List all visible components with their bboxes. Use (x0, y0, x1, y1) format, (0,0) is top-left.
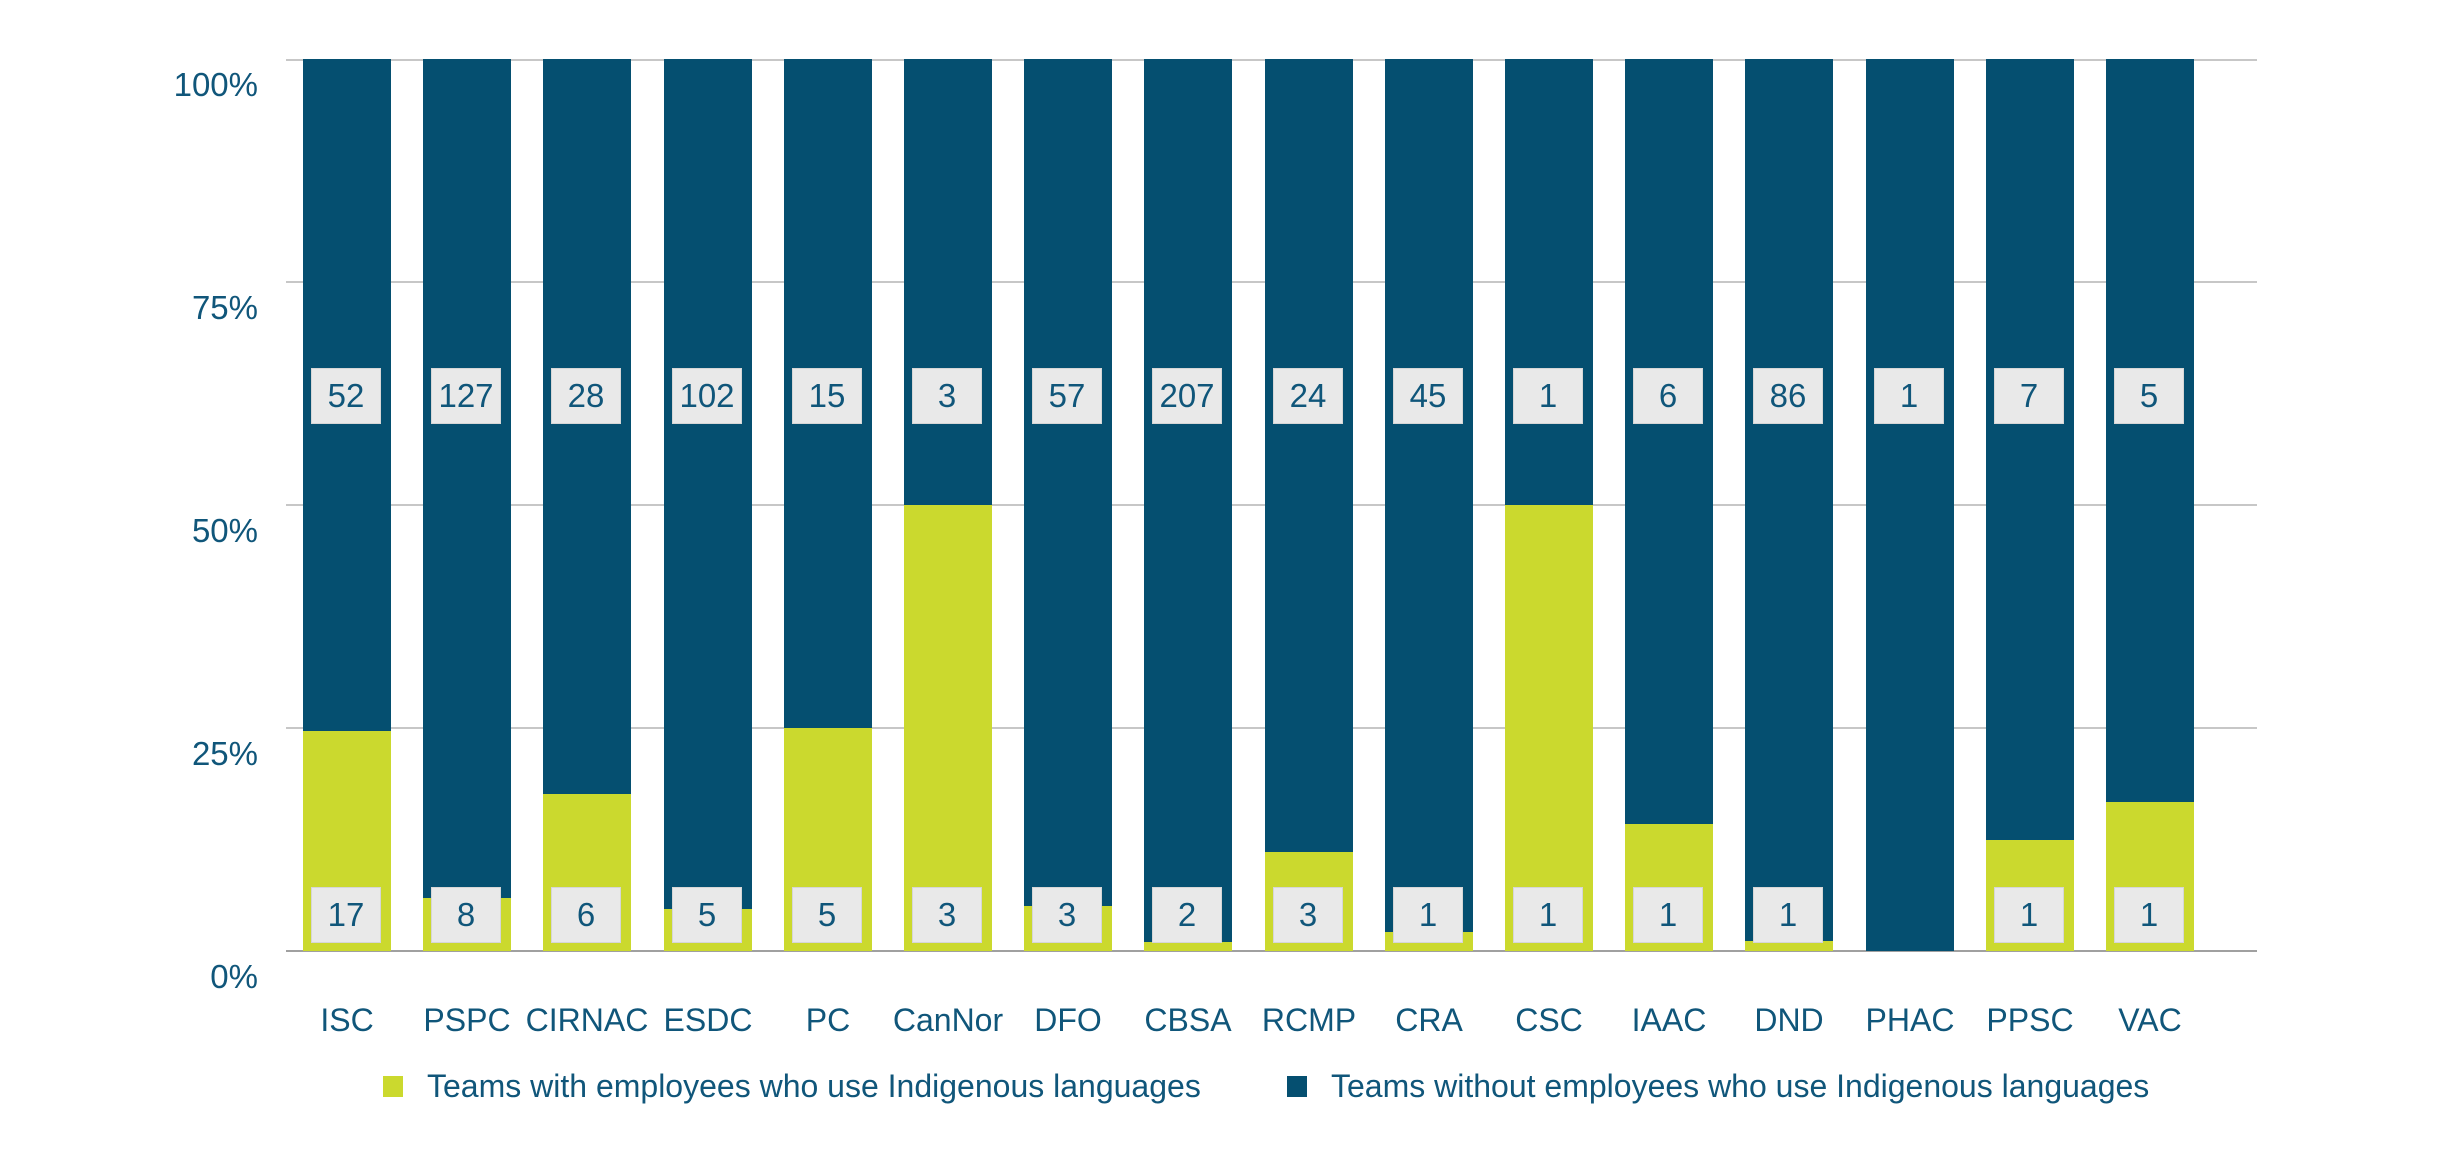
plot-area: 52 17 127 8 28 6 102 5 15 5 3 3 57 3 207 2 24 3 45 1 1 1 6 1 86 1… (286, 59, 2257, 952)
count-label-with-CanNor: 3 (912, 887, 982, 943)
x-axis-label-CBSA: CBSA (1144, 1002, 1232, 1038)
segment-without-ESDC (664, 59, 752, 910)
segment-with-CBSA (1144, 942, 1232, 951)
count-label-without-PPSC: 7 (1994, 368, 2064, 424)
bar-CRA: 45 1 (1385, 59, 1473, 951)
x-axis-label-PC: PC (805, 1002, 851, 1038)
segment-without-CRA (1385, 59, 1473, 932)
legend-swatch-with-icon (383, 1076, 403, 1097)
bar-CIRNAC: 28 6 (543, 59, 631, 951)
x-axis-label-PSPC: PSPC (423, 1002, 511, 1038)
legend-label-without: Teams without employees who use Indigeno… (1331, 1068, 2150, 1104)
count-label-with-ESDC: 5 (672, 887, 742, 943)
count-label-without-PC: 15 (792, 368, 862, 424)
y-axis-tick-100%: 100% (173, 66, 258, 103)
x-axis-label-PPSC: PPSC (1986, 1002, 2074, 1038)
count-label-without-DND: 86 (1753, 368, 1823, 424)
bar-RCMP: 24 3 (1265, 59, 1353, 951)
segment-without-PSPC (423, 59, 511, 899)
count-label-with-PC: 5 (792, 887, 862, 943)
count-label-with-RCMP: 3 (1273, 887, 1343, 943)
bar-DFO: 57 3 (1024, 59, 1112, 951)
x-axis-label-CRA: CRA (1395, 1002, 1463, 1038)
x-axis-label-CSC: CSC (1515, 1002, 1583, 1038)
bar-DND: 86 1 (1745, 59, 1833, 951)
x-axis-label-DFO: DFO (1034, 1002, 1102, 1038)
segment-without-IAAC (1625, 59, 1713, 824)
segment-without-RCMP (1265, 59, 1353, 852)
x-axis-label-CanNor: CanNor (892, 1002, 1004, 1038)
y-axis-tick-0%: 0% (210, 958, 258, 995)
segment-without-CBSA (1144, 59, 1232, 943)
bar-ISC: 52 17 (303, 59, 391, 951)
count-label-without-PHAC: 1 (1874, 368, 1944, 424)
segment-without-DND (1745, 59, 1833, 941)
count-label-without-VAC: 5 (2114, 368, 2184, 424)
count-label-with-CSC: 1 (1513, 887, 1583, 943)
bar-CBSA: 207 2 (1144, 59, 1232, 951)
x-axis-label-CIRNAC: CIRNAC (525, 1002, 649, 1038)
count-label-with-PSPC: 8 (431, 887, 501, 943)
count-label-with-CIRNAC: 6 (551, 887, 621, 943)
count-label-with-ISC: 17 (311, 887, 381, 943)
legend-item-without: Teams without employees who use Indigeno… (1287, 1068, 2149, 1105)
count-label-with-DFO: 3 (1032, 887, 1102, 943)
count-label-without-ISC: 52 (311, 368, 381, 424)
legend-item-with: Teams with employees who use Indigenous … (383, 1068, 1201, 1105)
x-axis-label-ESDC: ESDC (663, 1002, 753, 1038)
count-label-without-PSPC: 127 (431, 368, 501, 424)
segment-without-CanNor (904, 59, 992, 505)
x-axis-label-ISC: ISC (320, 1002, 374, 1038)
bar-PC: 15 5 (784, 59, 872, 951)
bar-PHAC: 1 (1866, 59, 1954, 951)
count-label-without-DFO: 57 (1032, 368, 1102, 424)
count-label-with-IAAC: 1 (1633, 887, 1703, 943)
count-label-with-VAC: 1 (2114, 887, 2184, 943)
segment-without-PPSC (1986, 59, 2074, 840)
count-label-without-CIRNAC: 28 (551, 368, 621, 424)
count-label-without-CBSA: 207 (1152, 368, 1222, 424)
count-label-with-CBSA: 2 (1152, 887, 1222, 943)
bar-ESDC: 102 5 (664, 59, 752, 951)
segment-without-CIRNAC (543, 59, 631, 794)
segment-with-DND (1745, 940, 1833, 951)
count-label-without-RCMP: 24 (1273, 368, 1343, 424)
y-axis-tick-50%: 50% (191, 512, 258, 549)
y-axis-tick-75%: 75% (191, 289, 258, 326)
count-label-without-CSC: 1 (1513, 368, 1583, 424)
count-label-without-CanNor: 3 (912, 368, 982, 424)
count-label-without-IAAC: 6 (1633, 368, 1703, 424)
x-axis-label-IAAC: IAAC (1631, 1002, 1707, 1038)
segment-with-CSC (1505, 505, 1593, 951)
legend-swatch-without-icon (1287, 1076, 1307, 1097)
x-axis-label-DND: DND (1754, 1002, 1824, 1038)
y-axis-tick-25%: 25% (191, 735, 258, 772)
count-label-with-CRA: 1 (1393, 887, 1463, 943)
segment-with-CanNor (904, 505, 992, 951)
segment-without-VAC (2106, 59, 2194, 803)
legend-label-with: Teams with employees who use Indigenous … (427, 1068, 1201, 1104)
count-label-with-PPSC: 1 (1994, 887, 2064, 943)
x-axis-label-PHAC: PHAC (1865, 1002, 1955, 1038)
x-axis-label-VAC: VAC (2118, 1002, 2182, 1038)
count-label-without-ESDC: 102 (672, 368, 742, 424)
gridline-0% (286, 950, 2257, 952)
bar-PSPC: 127 8 (423, 59, 511, 951)
count-label-without-CRA: 45 (1393, 368, 1463, 424)
segment-without-DFO (1024, 59, 1112, 907)
count-label-with-DND: 1 (1753, 887, 1823, 943)
x-axis-label-RCMP: RCMP (1261, 1002, 1357, 1038)
segment-without-CSC (1505, 59, 1593, 505)
segment-without-PHAC (1866, 59, 1954, 951)
